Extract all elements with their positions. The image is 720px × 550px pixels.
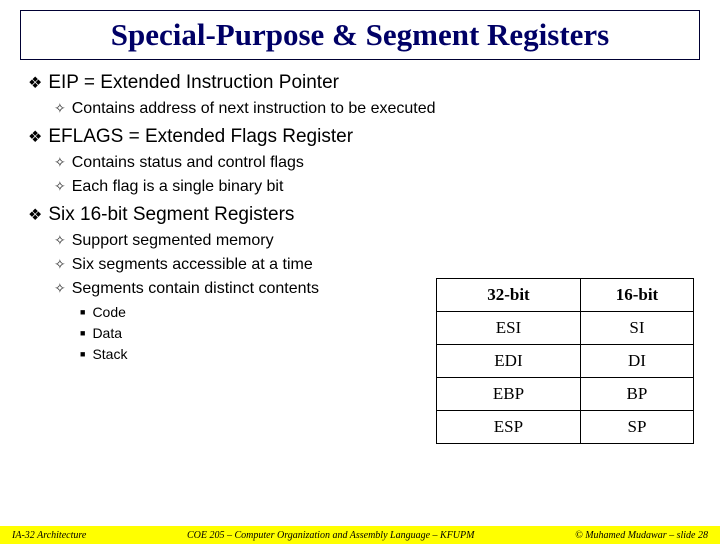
table-cell: BP <box>580 378 693 411</box>
square-icon: ■ <box>80 307 85 317</box>
diamond-icon: ❖ <box>28 73 42 93</box>
cross-icon: ✧ <box>54 154 66 171</box>
diamond-icon: ❖ <box>28 205 42 225</box>
table-cell: ESI <box>437 312 581 345</box>
square-icon: ■ <box>80 349 85 359</box>
footer-left: IA-32 Architecture <box>12 530 86 541</box>
table-cell: SI <box>580 312 693 345</box>
footer-center: COE 205 – Computer Organization and Asse… <box>187 530 475 541</box>
bullet-level3: ■ Data <box>80 325 428 341</box>
bullet-text: Data <box>92 325 122 341</box>
cross-icon: ✧ <box>54 280 66 297</box>
bullet-level1: ❖ EIP = Extended Instruction Pointer <box>28 72 692 94</box>
register-table: 32-bit 16-bit ESI SI EDI DI EBP BP ESP S… <box>436 278 694 444</box>
bullet-level2: ✧ Contains address of next instruction t… <box>54 100 692 118</box>
table-row: ESP SP <box>437 411 694 444</box>
bullet-text: Segments contain distinct contents <box>72 280 319 298</box>
left-column: ❖ Six 16-bit Segment Registers ✧ Support… <box>28 204 428 362</box>
table-cell: DI <box>580 345 693 378</box>
footer-right: © Muhamed Mudawar – slide 28 <box>575 530 708 541</box>
bullet-level2: ✧ Segments contain distinct contents <box>54 280 428 298</box>
table: 32-bit 16-bit ESI SI EDI DI EBP BP ESP S… <box>436 278 694 444</box>
title-box: Special-Purpose & Segment Registers <box>20 10 700 60</box>
diamond-icon: ❖ <box>28 127 42 147</box>
bullet-text: Contains status and control flags <box>72 154 304 172</box>
table-cell: SP <box>580 411 693 444</box>
bullet-level2: ✧ Contains status and control flags <box>54 154 692 172</box>
table-cell: EDI <box>437 345 581 378</box>
bullet-level2: ✧ Support segmented memory <box>54 232 428 250</box>
bullet-text: EFLAGS = Extended Flags Register <box>48 126 353 148</box>
cross-icon: ✧ <box>54 256 66 273</box>
slide-title: Special-Purpose & Segment Registers <box>33 17 687 53</box>
cross-icon: ✧ <box>54 232 66 249</box>
bullet-level3: ■ Stack <box>80 346 428 362</box>
table-row: EBP BP <box>437 378 694 411</box>
footer: IA-32 Architecture COE 205 – Computer Or… <box>0 526 720 544</box>
bullet-text: Stack <box>92 346 127 362</box>
table-header: 32-bit <box>437 279 581 312</box>
bullet-level1: ❖ Six 16-bit Segment Registers <box>28 204 428 226</box>
table-header: 16-bit <box>580 279 693 312</box>
table-row: ESI SI <box>437 312 694 345</box>
bullet-text: Each flag is a single binary bit <box>72 178 284 196</box>
bullet-text: EIP = Extended Instruction Pointer <box>48 72 339 94</box>
bullet-level1: ❖ EFLAGS = Extended Flags Register <box>28 126 692 148</box>
cross-icon: ✧ <box>54 100 66 117</box>
bullet-level3: ■ Code <box>80 304 428 320</box>
bullet-text: Six segments accessible at a time <box>72 256 313 274</box>
bullet-text: Support segmented memory <box>72 232 274 250</box>
table-cell: EBP <box>437 378 581 411</box>
bullet-level2: ✧ Each flag is a single binary bit <box>54 178 692 196</box>
bullet-level2: ✧ Six segments accessible at a time <box>54 256 428 274</box>
table-row: EDI DI <box>437 345 694 378</box>
bullet-text: Code <box>92 304 125 320</box>
bullet-text: Six 16-bit Segment Registers <box>48 204 294 226</box>
table-cell: ESP <box>437 411 581 444</box>
bullet-text: Contains address of next instruction to … <box>72 100 436 118</box>
square-icon: ■ <box>80 328 85 338</box>
cross-icon: ✧ <box>54 178 66 195</box>
